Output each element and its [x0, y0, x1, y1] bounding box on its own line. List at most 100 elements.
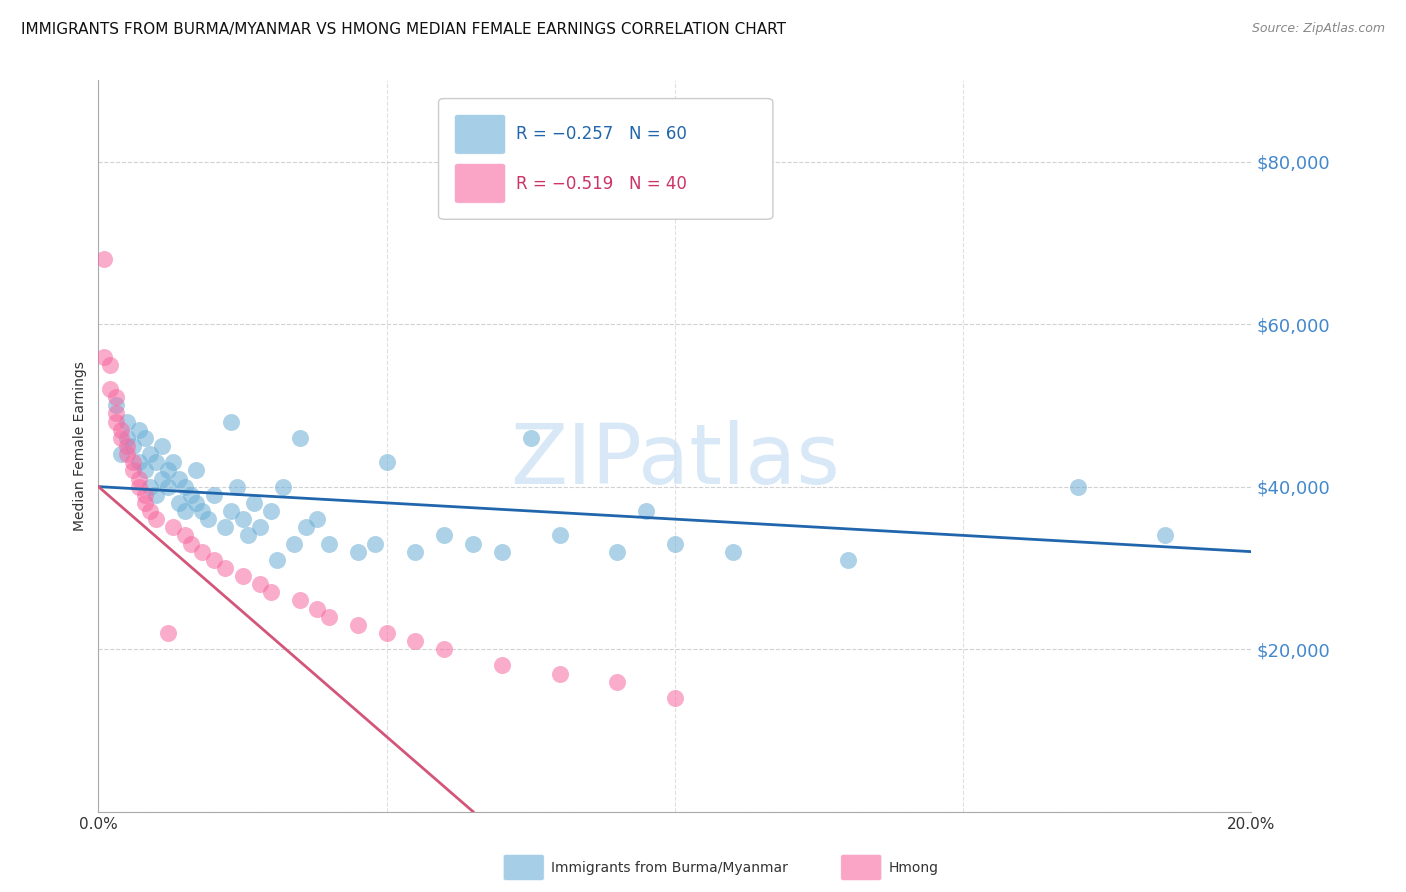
Point: [260, 504, 283, 518]
Point: [139, 504, 162, 518]
Point: [243, 496, 266, 510]
Point: [461, 536, 484, 550]
Point: [110, 431, 132, 445]
Point: [491, 544, 513, 558]
Point: [167, 471, 190, 485]
Point: [520, 431, 543, 445]
Point: [214, 561, 236, 575]
Point: [134, 431, 156, 445]
Point: [110, 423, 132, 437]
Point: [364, 536, 387, 550]
Point: [231, 569, 254, 583]
Point: [145, 512, 167, 526]
Text: Immigrants from Burma/Myanmar: Immigrants from Burma/Myanmar: [551, 861, 787, 875]
Text: IMMIGRANTS FROM BURMA/MYANMAR VS HMONG MEDIAN FEMALE EARNINGS CORRELATION CHART: IMMIGRANTS FROM BURMA/MYANMAR VS HMONG M…: [21, 22, 786, 37]
Point: [295, 520, 318, 534]
Point: [214, 520, 236, 534]
Point: [156, 626, 179, 640]
Point: [405, 544, 427, 558]
Point: [104, 407, 127, 421]
Point: [238, 528, 260, 542]
Point: [145, 455, 167, 469]
Point: [93, 252, 115, 266]
Point: [122, 463, 145, 477]
Point: [664, 536, 686, 550]
Point: [290, 593, 312, 607]
Point: [346, 617, 368, 632]
Point: [202, 488, 225, 502]
Point: [202, 553, 225, 567]
Point: [375, 626, 398, 640]
Text: R = −0.519   N = 40: R = −0.519 N = 40: [516, 175, 686, 194]
Text: ZIPatlas: ZIPatlas: [510, 420, 839, 501]
FancyBboxPatch shape: [439, 99, 773, 219]
FancyBboxPatch shape: [454, 163, 505, 203]
Point: [139, 480, 162, 494]
Point: [219, 504, 242, 518]
Point: [180, 536, 202, 550]
Text: R = −0.257   N = 60: R = −0.257 N = 60: [516, 126, 686, 144]
Point: [271, 480, 294, 494]
Point: [156, 463, 179, 477]
Point: [98, 358, 121, 372]
Point: [117, 447, 139, 461]
Point: [180, 488, 202, 502]
Point: [219, 415, 242, 429]
Point: [405, 634, 427, 648]
Point: [191, 504, 214, 518]
Point: [548, 528, 571, 542]
Point: [721, 544, 744, 558]
Point: [249, 520, 271, 534]
Point: [104, 415, 127, 429]
Point: [139, 447, 162, 461]
Point: [186, 463, 208, 477]
Point: [128, 480, 150, 494]
Point: [225, 480, 247, 494]
Point: [548, 666, 571, 681]
Point: [491, 658, 513, 673]
Point: [318, 536, 340, 550]
Point: [1153, 528, 1175, 542]
Point: [433, 642, 456, 657]
Point: [249, 577, 271, 591]
Point: [174, 480, 197, 494]
Point: [318, 609, 340, 624]
Text: Source: ZipAtlas.com: Source: ZipAtlas.com: [1251, 22, 1385, 36]
Point: [104, 390, 127, 404]
Point: [283, 536, 305, 550]
Point: [162, 520, 184, 534]
Point: [156, 480, 179, 494]
Point: [98, 382, 121, 396]
Point: [191, 544, 214, 558]
Point: [122, 439, 145, 453]
Point: [606, 674, 628, 689]
Point: [145, 488, 167, 502]
Point: [104, 398, 127, 412]
Point: [128, 471, 150, 485]
Point: [117, 431, 139, 445]
Point: [231, 512, 254, 526]
Point: [150, 439, 173, 453]
Point: [134, 488, 156, 502]
Point: [837, 553, 859, 567]
Point: [128, 423, 150, 437]
Text: Hmong: Hmong: [889, 861, 939, 875]
Point: [150, 471, 173, 485]
Point: [122, 455, 145, 469]
Point: [1067, 480, 1090, 494]
Point: [266, 553, 288, 567]
Point: [128, 455, 150, 469]
Point: [636, 504, 658, 518]
Point: [117, 439, 139, 453]
Point: [167, 496, 190, 510]
Point: [433, 528, 456, 542]
Point: [110, 447, 132, 461]
Point: [186, 496, 208, 510]
Point: [174, 528, 197, 542]
Point: [162, 455, 184, 469]
Point: [117, 415, 139, 429]
Point: [134, 496, 156, 510]
Point: [375, 455, 398, 469]
Y-axis label: Median Female Earnings: Median Female Earnings: [73, 361, 87, 531]
Point: [197, 512, 219, 526]
